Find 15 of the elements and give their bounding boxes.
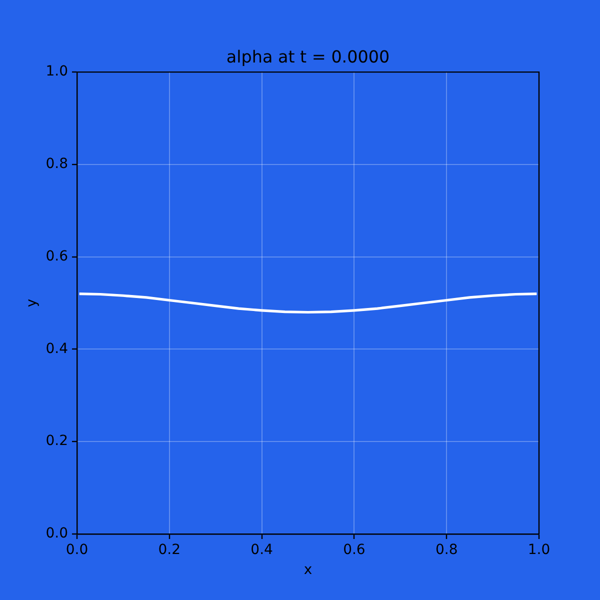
y-tick-label: 0.0 bbox=[46, 526, 68, 542]
y-axis-title: y bbox=[24, 298, 40, 308]
x-axis-title: x bbox=[304, 562, 312, 578]
x-tick-label: 0.2 bbox=[158, 542, 181, 558]
y-tick-label: 0.8 bbox=[46, 156, 68, 172]
x-tick-label: 1.0 bbox=[528, 542, 550, 558]
chart-title: alpha at t = 0.0000 bbox=[226, 46, 390, 66]
y-tick-label: 0.2 bbox=[46, 433, 68, 450]
x-tick-label: 0.4 bbox=[250, 542, 274, 558]
x-tick-label: 0.8 bbox=[435, 542, 458, 558]
y-tick-label: 0.4 bbox=[46, 340, 68, 357]
x-tick-label: 0.6 bbox=[343, 542, 366, 558]
x-tick-label: 0.0 bbox=[66, 542, 88, 558]
y-tick-label: 1.0 bbox=[46, 64, 68, 80]
y-tick-label: 0.6 bbox=[46, 248, 68, 264]
